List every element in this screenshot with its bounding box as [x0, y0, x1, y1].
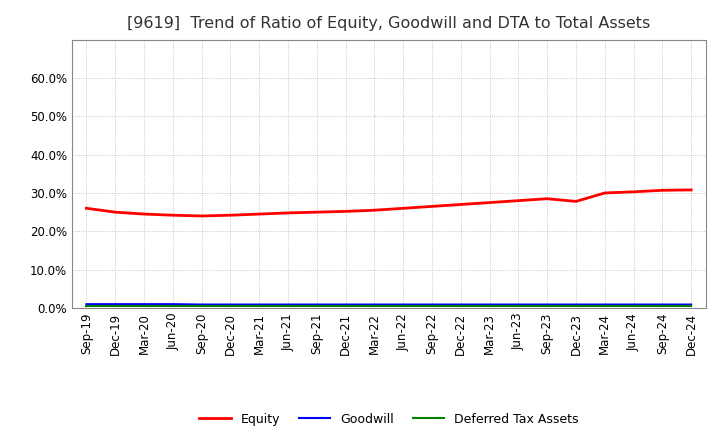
Goodwill: [82, 301, 91, 307]
Equity: [399, 205, 408, 211]
Equity: [658, 187, 667, 193]
Goodwill: [226, 302, 235, 307]
Equity: [255, 211, 264, 216]
Deferred Tax Assets: [629, 303, 638, 308]
Title: [9619]  Trend of Ratio of Equity, Goodwill and DTA to Total Assets: [9619] Trend of Ratio of Equity, Goodwil…: [127, 16, 650, 32]
Deferred Tax Assets: [572, 303, 580, 308]
Goodwill: [600, 302, 609, 307]
Goodwill: [370, 302, 379, 307]
Deferred Tax Assets: [255, 303, 264, 308]
Deferred Tax Assets: [370, 303, 379, 308]
Goodwill: [572, 302, 580, 307]
Deferred Tax Assets: [111, 303, 120, 308]
Goodwill: [312, 302, 321, 307]
Goodwill: [543, 302, 552, 307]
Deferred Tax Assets: [600, 303, 609, 308]
Goodwill: [687, 302, 696, 307]
Deferred Tax Assets: [399, 303, 408, 308]
Deferred Tax Assets: [428, 303, 436, 308]
Equity: [543, 196, 552, 202]
Goodwill: [399, 302, 408, 307]
Goodwill: [428, 302, 436, 307]
Equity: [341, 209, 350, 214]
Equity: [629, 189, 638, 194]
Legend: Equity, Goodwill, Deferred Tax Assets: Equity, Goodwill, Deferred Tax Assets: [194, 407, 583, 431]
Deferred Tax Assets: [543, 303, 552, 308]
Goodwill: [168, 301, 177, 307]
Deferred Tax Assets: [514, 303, 523, 308]
Goodwill: [485, 302, 494, 307]
Equity: [428, 204, 436, 209]
Goodwill: [197, 302, 206, 307]
Goodwill: [658, 302, 667, 307]
Equity: [312, 209, 321, 215]
Goodwill: [514, 302, 523, 307]
Equity: [140, 211, 148, 216]
Equity: [572, 199, 580, 204]
Deferred Tax Assets: [82, 303, 91, 308]
Equity: [82, 205, 91, 211]
Goodwill: [140, 301, 148, 307]
Equity: [226, 213, 235, 218]
Deferred Tax Assets: [226, 303, 235, 308]
Goodwill: [255, 302, 264, 307]
Deferred Tax Assets: [658, 303, 667, 308]
Equity: [168, 213, 177, 218]
Deferred Tax Assets: [456, 303, 465, 308]
Deferred Tax Assets: [197, 303, 206, 308]
Goodwill: [629, 302, 638, 307]
Deferred Tax Assets: [341, 303, 350, 308]
Deferred Tax Assets: [485, 303, 494, 308]
Equity: [111, 209, 120, 215]
Equity: [600, 191, 609, 196]
Deferred Tax Assets: [284, 303, 292, 308]
Equity: [687, 187, 696, 193]
Line: Equity: Equity: [86, 190, 691, 216]
Equity: [485, 200, 494, 205]
Deferred Tax Assets: [312, 303, 321, 308]
Deferred Tax Assets: [687, 303, 696, 308]
Equity: [514, 198, 523, 203]
Deferred Tax Assets: [168, 303, 177, 308]
Equity: [197, 213, 206, 219]
Goodwill: [284, 302, 292, 307]
Goodwill: [341, 302, 350, 307]
Equity: [370, 208, 379, 213]
Deferred Tax Assets: [140, 303, 148, 308]
Goodwill: [111, 301, 120, 307]
Goodwill: [456, 302, 465, 307]
Equity: [456, 202, 465, 207]
Equity: [284, 210, 292, 216]
